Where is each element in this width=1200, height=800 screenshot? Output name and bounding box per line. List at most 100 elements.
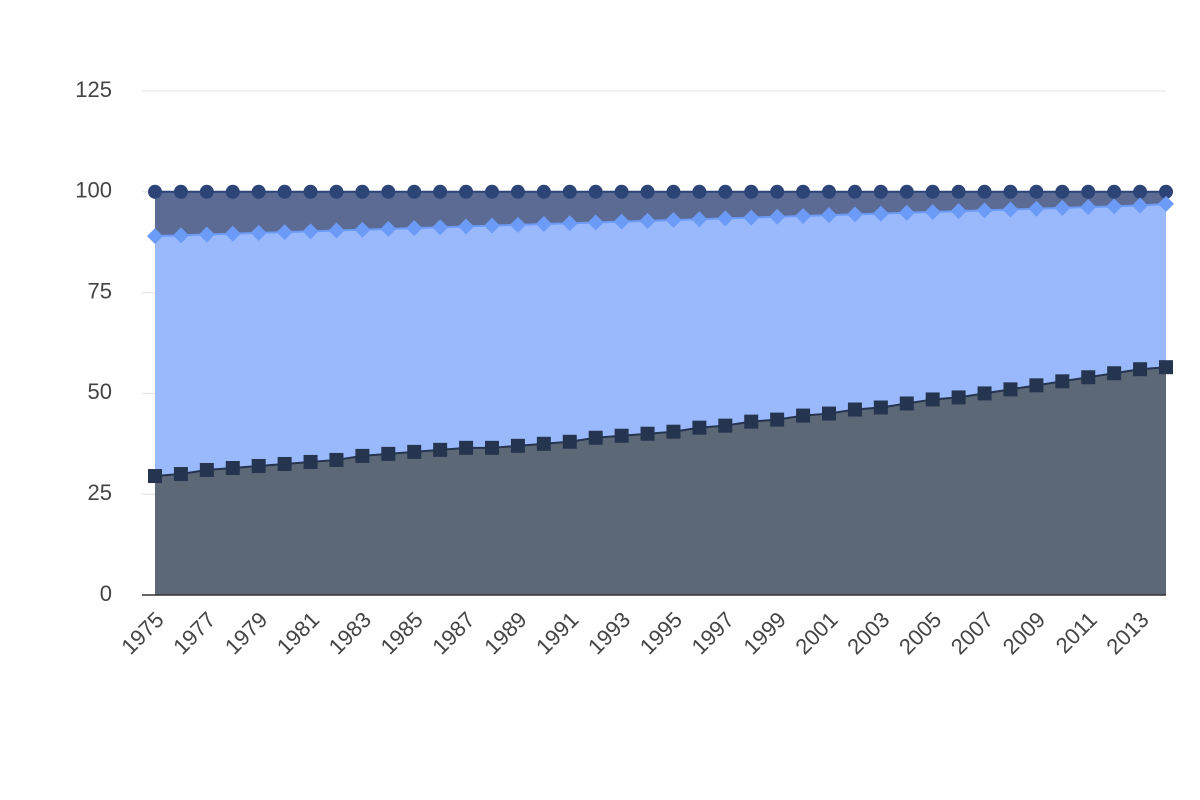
point [433,442,448,457]
point [302,223,319,240]
point [640,426,655,441]
point [1133,362,1148,377]
point [147,228,163,245]
point [328,222,345,239]
point [1080,199,1097,216]
point [510,438,525,453]
point [1158,195,1174,212]
point [924,203,941,220]
point [561,215,578,232]
point [459,184,474,199]
point [976,202,993,219]
point [148,469,162,484]
point [614,428,629,443]
point [925,392,940,407]
point [225,460,240,475]
point [381,446,396,461]
point [1002,201,1019,218]
point [640,184,655,199]
point [1106,198,1123,215]
point [224,225,241,242]
x-tick-label: 1983 [324,607,376,659]
line [154,366,1167,478]
point [1107,366,1122,381]
point [407,444,422,459]
point [925,184,940,199]
point [432,219,449,236]
point [770,184,785,199]
point [303,454,318,469]
point [951,184,966,199]
point [666,184,681,199]
point [1133,184,1148,199]
x-tick-label: 2013 [1101,607,1153,659]
point [613,213,630,230]
point [509,216,526,233]
point [1159,184,1173,199]
point [614,184,629,199]
point [873,184,888,199]
point [822,406,836,421]
point [665,212,682,229]
y-tick-label: 125 [75,77,112,102]
x-tick-label: 2007 [946,607,998,659]
point [796,408,811,423]
point [587,214,604,231]
point [1055,374,1070,389]
y-tick-label: 75 [88,278,112,303]
point [199,184,214,199]
point [510,184,525,199]
point [381,184,396,199]
point [1029,378,1044,393]
point [355,184,370,199]
point [562,434,577,449]
point [277,456,292,471]
point [847,402,862,417]
point [950,203,967,220]
point [173,467,188,482]
x-tick-label: 1989 [479,607,531,659]
point [172,227,189,244]
point [225,184,240,199]
area [155,367,1166,595]
point [1081,184,1096,199]
point [951,390,966,405]
point [1107,184,1122,199]
x-tick-label: 1997 [687,607,739,659]
point [199,463,214,478]
point [639,212,656,229]
y-tick-label: 25 [88,480,112,505]
y-tick-label: 50 [88,379,112,404]
x-tick-label: 2009 [998,607,1050,659]
point [872,205,889,222]
point [485,440,499,455]
point [433,184,448,199]
point [692,420,707,435]
point [977,386,992,401]
point [251,458,266,473]
x-tick-label: 2005 [894,607,946,659]
point [822,184,836,199]
y-tick-label: 0 [100,581,112,606]
point [691,211,708,228]
x-tick-label: 1979 [220,607,272,659]
point [717,210,734,227]
point [303,184,318,199]
point [588,430,603,445]
point [873,400,888,415]
point [1003,382,1018,397]
point [406,220,423,237]
point [796,184,811,199]
point [1159,360,1173,375]
point [1132,197,1149,214]
point [250,224,267,241]
point [148,184,162,199]
x-tick-label: 2011 [1051,607,1102,658]
point [173,184,188,199]
point [485,184,499,199]
y-tick-label: 100 [75,178,112,203]
point [744,184,759,199]
point [536,436,551,451]
point [718,184,733,199]
